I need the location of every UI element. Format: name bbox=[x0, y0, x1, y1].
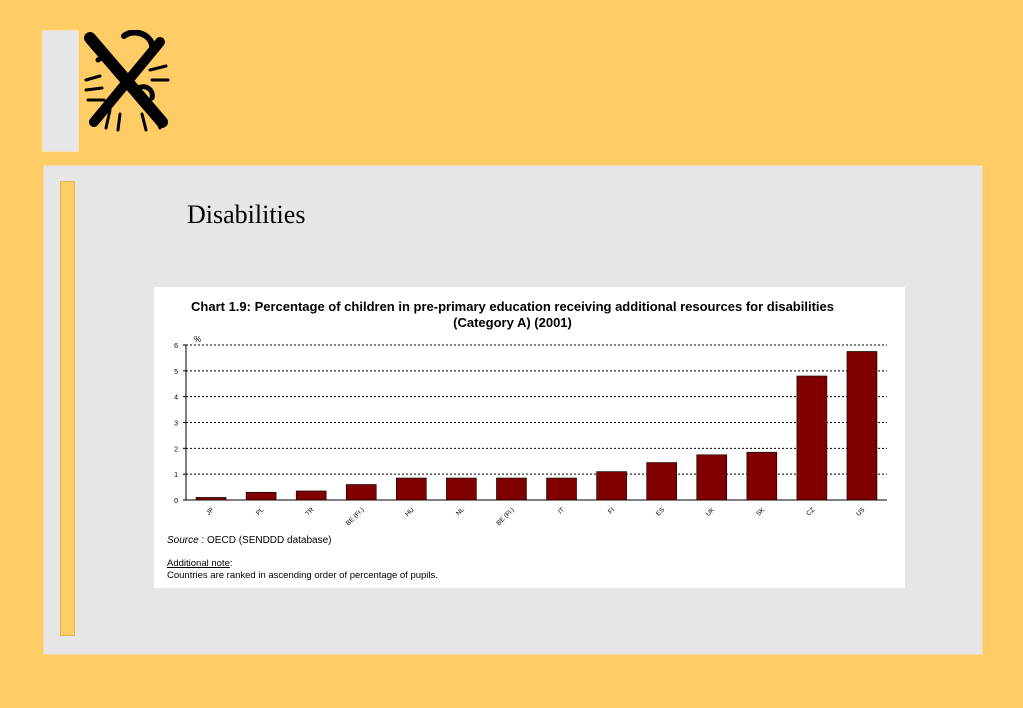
bar-chart: 0 1 2 3 4 5 6% JP PL TR BE (Fr.) HU NL BE (Fl.) IT FI ES… bbox=[174, 335, 887, 527]
bar bbox=[796, 375, 828, 501]
logo-frame bbox=[42, 30, 79, 152]
x-tick-label: SK bbox=[755, 506, 767, 518]
y-tick-label: 6 bbox=[174, 343, 178, 350]
source-label: Source bbox=[167, 535, 199, 546]
bar bbox=[546, 477, 577, 501]
bar bbox=[446, 477, 477, 501]
accent-bar bbox=[60, 181, 75, 636]
x-tick-label: IT bbox=[557, 506, 566, 515]
bar bbox=[596, 471, 627, 501]
bar bbox=[696, 454, 728, 501]
note-label-text: Additional note bbox=[167, 558, 230, 569]
heraldic-lion-logo-icon bbox=[84, 30, 170, 132]
bar bbox=[195, 497, 227, 501]
chart-source: Source : OECD (SENDDD database) bbox=[167, 535, 332, 546]
bar bbox=[295, 490, 327, 501]
x-tick-label: TR bbox=[305, 506, 316, 517]
chart-title: Chart 1.9: Percentage of children in pre… bbox=[154, 299, 871, 331]
x-tick-label: CZ bbox=[805, 506, 816, 517]
y-tick-label: 4 bbox=[174, 395, 178, 402]
chart-title-line2: (Category A) (2001) bbox=[453, 315, 572, 330]
note-label: Additional note: bbox=[167, 558, 233, 569]
x-tick-label: JP bbox=[205, 506, 215, 516]
slide-title: Disabilities bbox=[187, 200, 306, 229]
y-tick-label: 3 bbox=[174, 421, 178, 428]
y-tick-label: 2 bbox=[174, 446, 178, 453]
y-axis-label: % bbox=[194, 335, 201, 344]
x-tick-label: PL bbox=[255, 506, 266, 517]
x-tick-label: HU bbox=[404, 506, 416, 518]
bar bbox=[345, 484, 377, 501]
bar bbox=[396, 477, 427, 501]
x-tick-label: NL bbox=[455, 506, 466, 517]
x-tick-label: BE (Fr.) bbox=[345, 506, 366, 527]
source-text: : OECD (SENDDD database) bbox=[198, 535, 332, 546]
x-tick-label: BE (Fl.) bbox=[495, 506, 516, 527]
x-tick-label: FI bbox=[607, 506, 616, 515]
x-tick-label: ES bbox=[655, 506, 667, 518]
y-tick-label: 1 bbox=[174, 472, 178, 479]
chart-title-line1: Chart 1.9: Percentage of children in pre… bbox=[191, 299, 834, 314]
chart-card: Chart 1.9: Percentage of children in pre… bbox=[154, 287, 905, 588]
bar bbox=[496, 477, 527, 501]
bar bbox=[245, 491, 277, 501]
y-tick-label: 0 bbox=[174, 498, 178, 505]
bar bbox=[746, 451, 778, 501]
x-tick-label: UK bbox=[705, 506, 717, 518]
y-tick-label: 5 bbox=[174, 369, 178, 376]
bar bbox=[846, 351, 878, 501]
note-text: Countries are ranked in ascending order … bbox=[167, 570, 438, 581]
x-tick-label: US bbox=[855, 506, 867, 518]
bar bbox=[646, 462, 677, 501]
